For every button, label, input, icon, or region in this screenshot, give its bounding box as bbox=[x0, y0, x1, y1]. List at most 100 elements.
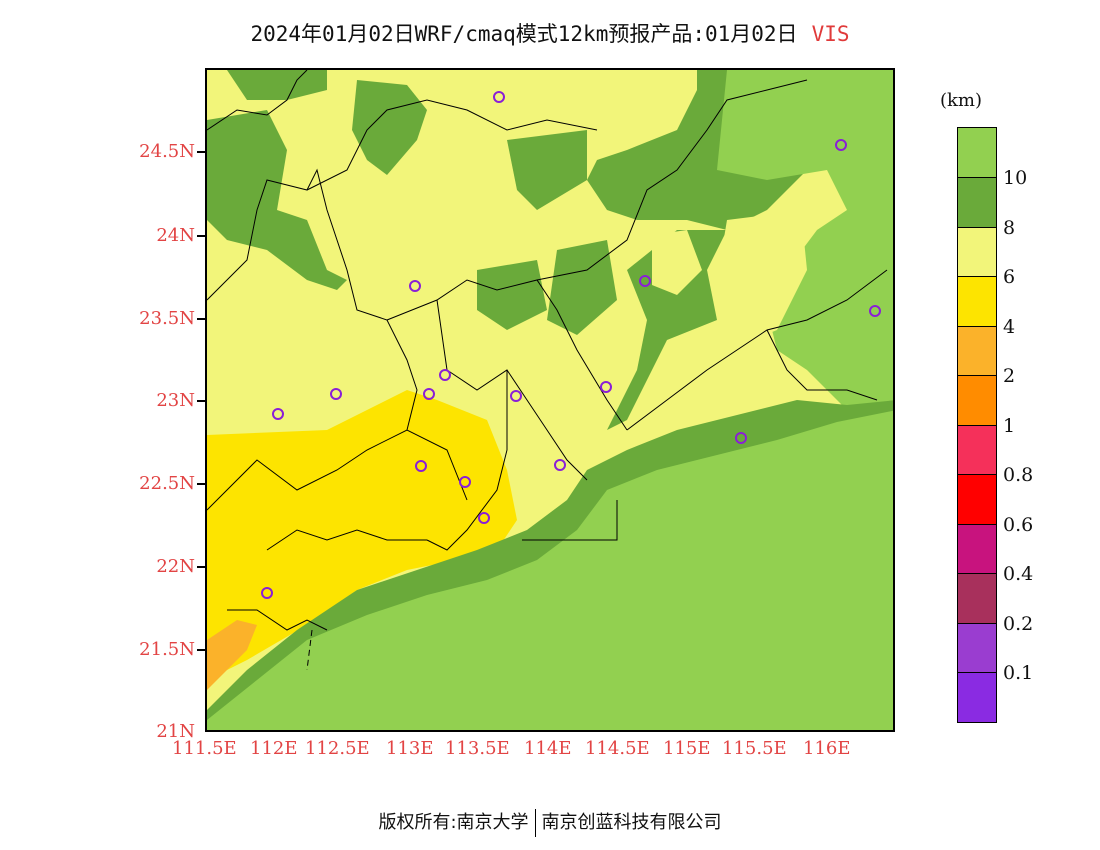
x-label: 114.5E bbox=[585, 738, 650, 759]
zone-green-central bbox=[477, 260, 547, 330]
station-marker bbox=[554, 459, 566, 471]
y-label: 24.5N bbox=[139, 141, 195, 162]
station-marker bbox=[869, 305, 881, 317]
boundary-line bbox=[227, 609, 328, 631]
station-marker bbox=[415, 460, 427, 472]
y-label: 21.5N bbox=[139, 639, 195, 660]
legend-label: 2 bbox=[1003, 365, 1016, 387]
x-label: 114E bbox=[524, 738, 572, 759]
zone-green-nw bbox=[227, 70, 327, 100]
station-marker bbox=[409, 280, 421, 292]
color-bar-segment bbox=[958, 525, 996, 574]
y-tick bbox=[197, 318, 205, 320]
boundary-line bbox=[266, 529, 427, 551]
boundary-line bbox=[436, 299, 588, 481]
boundary-dashed bbox=[306, 629, 313, 671]
stations bbox=[261, 91, 881, 599]
legend-unit: (km) bbox=[940, 90, 983, 111]
boundary-line bbox=[306, 99, 598, 191]
boundary-line bbox=[626, 269, 888, 431]
y-label: 24N bbox=[156, 225, 195, 246]
station-marker bbox=[639, 275, 651, 287]
legend-label: 10 bbox=[1003, 167, 1028, 189]
station-marker bbox=[272, 408, 284, 420]
color-bar-segment bbox=[958, 376, 996, 426]
station-marker bbox=[510, 390, 522, 402]
boundary-line bbox=[766, 329, 878, 401]
boundary-line bbox=[536, 79, 808, 281]
color-bar-segment bbox=[958, 475, 996, 525]
legend-label: 1 bbox=[1003, 415, 1016, 437]
zone-orange bbox=[207, 620, 257, 690]
y-tick bbox=[197, 400, 205, 402]
color-bar-segment bbox=[958, 673, 996, 722]
copyright-company: 南京创蓝科技有限公司 bbox=[541, 812, 722, 833]
y-label: 23N bbox=[156, 390, 195, 411]
station-marker bbox=[478, 512, 490, 524]
station-marker bbox=[439, 369, 451, 381]
color-bar bbox=[957, 127, 997, 723]
y-label: 22N bbox=[156, 556, 195, 577]
zone-yellow-ne-patch bbox=[717, 215, 807, 340]
station-marker bbox=[735, 432, 747, 444]
zone-green-east bbox=[607, 230, 727, 430]
zone-yellow-ne-patch2 bbox=[652, 230, 702, 295]
station-marker bbox=[261, 587, 273, 599]
legend-label: 0.1 bbox=[1003, 662, 1034, 684]
y-label: 22.5N bbox=[139, 473, 195, 494]
color-bar-segment bbox=[958, 574, 996, 624]
station-marker bbox=[423, 388, 435, 400]
boundary-line bbox=[207, 168, 418, 431]
station-marker bbox=[835, 139, 847, 151]
station-marker bbox=[493, 91, 505, 103]
sea-fill bbox=[207, 410, 893, 730]
zone-bright-green-east bbox=[717, 70, 893, 410]
color-bar-segment bbox=[958, 228, 996, 277]
legend-label: 0.2 bbox=[1003, 613, 1034, 635]
station-marker bbox=[600, 381, 612, 393]
x-label: 115E bbox=[663, 738, 711, 759]
y-tick bbox=[197, 151, 205, 153]
y-tick bbox=[197, 566, 205, 568]
copyright-footer: 版权所有:南京大学 南京创蓝科技有限公司 bbox=[0, 808, 1100, 837]
x-label: 111.5E bbox=[172, 738, 237, 759]
y-label: 21N bbox=[156, 721, 195, 742]
zone-green-central2 bbox=[547, 240, 617, 335]
color-bar-segment bbox=[958, 178, 996, 228]
color-bar-segment bbox=[958, 277, 996, 327]
copyright-owner: 版权所有:南京大学 bbox=[378, 812, 529, 833]
legend-label: 6 bbox=[1003, 266, 1016, 288]
x-label: 113.5E bbox=[445, 738, 510, 759]
station-marker bbox=[459, 476, 471, 488]
legend-label: 0.8 bbox=[1003, 464, 1034, 486]
zone-green-west bbox=[207, 110, 347, 290]
boundary-line bbox=[207, 70, 308, 131]
color-bar-segment bbox=[958, 624, 996, 673]
title-variable: VIS bbox=[811, 22, 850, 46]
color-bar-segment bbox=[958, 128, 996, 178]
zone-haze-southwest bbox=[207, 390, 517, 680]
y-tick bbox=[197, 235, 205, 237]
boundary-line bbox=[426, 370, 508, 551]
zone-green-central-north bbox=[507, 130, 587, 210]
visibility-map bbox=[207, 70, 893, 730]
color-bar-segment bbox=[958, 327, 996, 376]
zone-green-north bbox=[352, 80, 427, 175]
footer-divider bbox=[534, 809, 536, 837]
x-label: 113E bbox=[386, 738, 434, 759]
boundary-line bbox=[522, 500, 618, 541]
title-main: 2024年01月02日WRF/cmaq模式12km预报产品:01月02日 bbox=[250, 22, 798, 46]
chart-title: 2024年01月02日WRF/cmaq模式12km预报产品:01月02日 VIS bbox=[0, 18, 1100, 48]
y-tick bbox=[197, 483, 205, 485]
legend-label: 8 bbox=[1003, 217, 1016, 239]
station-marker bbox=[330, 388, 342, 400]
legend-label: 0.4 bbox=[1003, 563, 1034, 585]
y-label: 23.5N bbox=[139, 308, 195, 329]
x-label: 112E bbox=[250, 738, 298, 759]
legend-label: 4 bbox=[1003, 316, 1016, 338]
x-label: 116E bbox=[803, 738, 851, 759]
map-area bbox=[205, 68, 895, 732]
boundary-line bbox=[207, 429, 468, 511]
color-bar-segment bbox=[958, 426, 996, 475]
x-label: 115.5E bbox=[722, 738, 787, 759]
